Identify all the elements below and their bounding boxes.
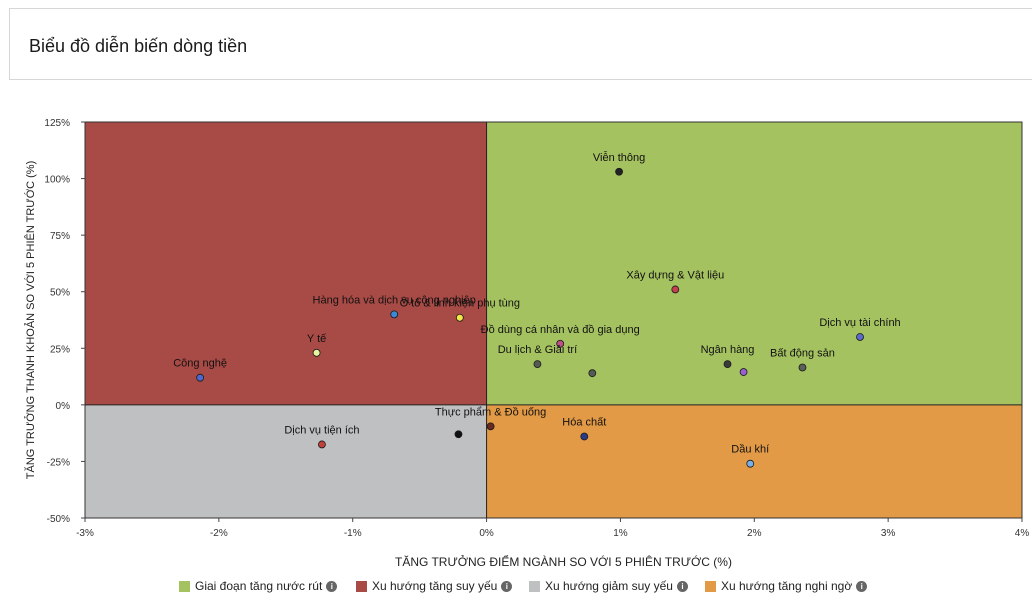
- plot-border: [84, 121, 1023, 519]
- data-point: [312, 348, 321, 357]
- quadrant-area-1: [85, 122, 487, 405]
- data-point: [588, 369, 597, 378]
- x-tick-label: 0%: [479, 528, 494, 539]
- data-point-label: Hóa chất: [562, 417, 606, 429]
- data-point-label: Dịch vụ tiện ích: [284, 424, 359, 436]
- info-icon[interactable]: i: [326, 580, 338, 592]
- data-point: [739, 368, 748, 376]
- data-point: [746, 459, 755, 468]
- x-tick-label: -2%: [210, 528, 228, 539]
- x-tick-label: 3%: [881, 528, 896, 539]
- y-tick-label: 0%: [56, 401, 71, 412]
- data-point-label: Dầu khí: [731, 444, 769, 456]
- x-tick-label: 1%: [613, 528, 628, 539]
- data-point-label: Thực phẩm & Đồ uống: [435, 406, 546, 418]
- data-point: [486, 422, 495, 431]
- x-tick-label: -3%: [76, 528, 94, 539]
- data-point: [318, 440, 326, 449]
- cashflow-scatter-chart: -3% -2% -1% 0% 1% 2% 3% 4% -50% -25% 0% 25% 50% 75% 10…: [24, 118, 1030, 569]
- legend-item-accelerating[interactable]: Giai đoạn tăng nước rút i: [179, 577, 338, 595]
- data-point-label: Ô tô & linh kiện phụ tùng: [400, 297, 520, 310]
- y-tick-label: -25%: [47, 457, 70, 468]
- data-point: [580, 432, 589, 441]
- legend-label: Xu hướng tăng nghi ngờ: [721, 579, 853, 593]
- info-icon[interactable]: i: [501, 580, 513, 592]
- legend-label: Xu hướng giảm suy yếu: [545, 579, 673, 593]
- data-point: [533, 360, 542, 369]
- y-tick-label: 50%: [50, 288, 70, 299]
- legend-item-weakening-uptrend[interactable]: Xu hướng tăng suy yếu i: [356, 577, 513, 595]
- legend-item-weakening-downtrend[interactable]: Xu hướng giảm suy yếu i: [529, 577, 688, 595]
- chart-title-card: Biểu đồ diễn biến dòng tiền: [9, 8, 1032, 80]
- legend-label: Giai đoạn tăng nước rút: [195, 579, 323, 593]
- quadrant-area-0: [486, 122, 1023, 405]
- page-title: Biểu đồ diễn biến dòng tiền: [29, 36, 248, 56]
- data-point: [671, 285, 680, 294]
- x-tick-label: -1%: [344, 528, 362, 539]
- legend-swatch: [705, 580, 716, 592]
- y-tick-label: 125%: [44, 118, 70, 129]
- data-point-label: Ngân hàng: [701, 344, 755, 356]
- data-point: [856, 333, 864, 341]
- data-point: [454, 430, 463, 439]
- quadrant-area-3: [486, 404, 1023, 518]
- info-icon[interactable]: i: [856, 580, 868, 592]
- data-point: [798, 363, 807, 372]
- data-point: [455, 313, 464, 322]
- data-point-label: Du lịch & Giải trí: [498, 344, 577, 356]
- y-tick-label: -50%: [47, 514, 70, 525]
- data-point-label: Y tế: [307, 333, 326, 345]
- chart-legend: Giai đoạn tăng nước rút i Xu hướng tăng …: [0, 577, 1032, 595]
- data-point: [556, 339, 565, 348]
- quadrant-area-2: [85, 404, 487, 518]
- x-tick-label: 4%: [1015, 528, 1030, 539]
- data-point: [390, 310, 399, 319]
- legend-swatch: [356, 580, 367, 592]
- y-axis-title: TĂNG TRƯỞNG THANH KHOẢN SO VỚI 5 PHIÊN T…: [24, 161, 37, 479]
- data-point-label: Công nghệ: [173, 358, 227, 370]
- info-icon[interactable]: i: [676, 580, 688, 592]
- data-point-label: Xây dựng & Vật liệu: [626, 269, 724, 281]
- data-point: [615, 167, 623, 176]
- legend-swatch: [179, 580, 190, 592]
- y-tick-label: 25%: [50, 344, 70, 355]
- y-tick-label: 100%: [44, 175, 70, 186]
- legend-label: Xu hướng tăng suy yếu: [372, 579, 498, 593]
- data-point-label: Đồ dùng cá nhân và đồ gia dụng: [481, 324, 640, 336]
- data-point-label: Hàng hóa và dịch vụ công nghiệp: [313, 294, 476, 306]
- data-point-label: Bất động sản: [770, 348, 835, 360]
- legend-item-doubtful-uptrend[interactable]: Xu hướng tăng nghi ngờ i: [705, 577, 868, 595]
- x-axis-title: TĂNG TRƯỞNG ĐIỂM NGÀNH SO VỚI 5 PHIÊN TR…: [395, 554, 732, 569]
- legend-swatch: [529, 580, 540, 592]
- x-tick-label: 2%: [747, 528, 762, 539]
- data-point: [196, 373, 205, 382]
- data-point-label: Dịch vụ tài chính: [819, 317, 900, 329]
- y-tick-label: 75%: [50, 231, 70, 242]
- data-point-label: Viễn thông: [593, 151, 645, 164]
- data-point: [723, 360, 732, 369]
